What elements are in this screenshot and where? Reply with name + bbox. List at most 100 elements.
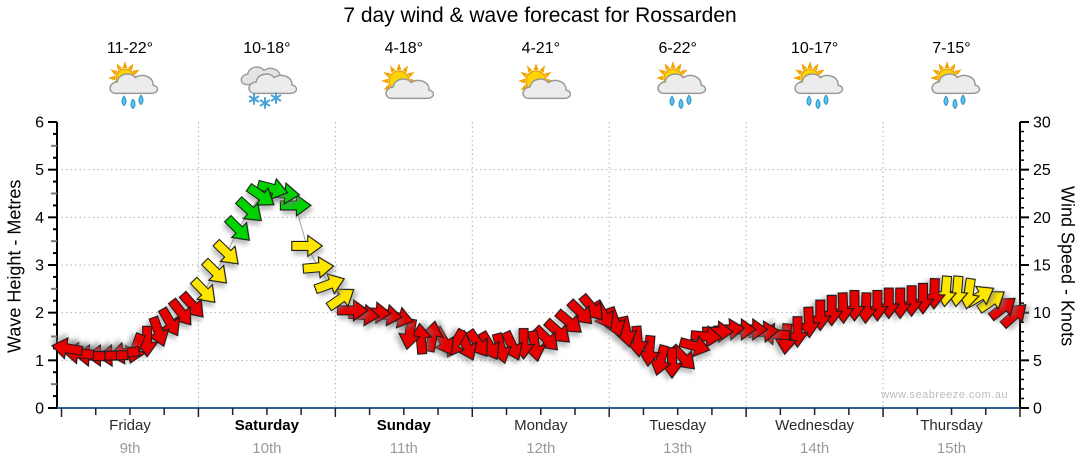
date-label-13th: 13th [663, 440, 693, 457]
sun-ray [953, 69, 962, 76]
sun-cloud-icon [517, 63, 571, 100]
sun-cloud-rain-icon [929, 61, 980, 110]
sun-ray [380, 78, 388, 84]
sun-ray [539, 65, 545, 73]
weather-icon-friday [70, 60, 190, 121]
raindrop-icon [960, 94, 965, 106]
sun-ray [389, 65, 396, 73]
wind-arrow [678, 334, 711, 358]
wind-arrow [212, 238, 239, 265]
wind-arrow [302, 255, 335, 279]
raindrop-icon [678, 98, 684, 110]
day-label-wednesday: Wednesday [775, 417, 855, 434]
cloud-icon [248, 73, 298, 95]
sun-ray [402, 65, 408, 73]
wind-arrow [178, 290, 204, 318]
sun-cloud-rain-icon [108, 61, 159, 110]
sun-ray [680, 69, 688, 76]
sun-ray [812, 63, 819, 71]
y-axis-right: 0 5 10 15 20 25 30 [1019, 115, 1051, 418]
date-label-12th: 12th [526, 440, 556, 457]
temp-range-saturday: 10-18° [243, 40, 291, 57]
raindrop-icon [138, 94, 144, 106]
sun-ray [108, 75, 115, 81]
wind-arrow [542, 317, 571, 343]
wind-arrow [135, 325, 159, 358]
wind-arrow [313, 273, 346, 295]
tick-label-right: 25 [1033, 162, 1051, 179]
raindrop-icon [823, 94, 829, 106]
sun-ray [675, 63, 682, 71]
raindrop-icon [669, 95, 675, 107]
wind-arrow [189, 276, 216, 304]
raindrop-icon [686, 94, 692, 106]
tick-label-right: 30 [1033, 115, 1051, 132]
tick-label-left: 5 [35, 162, 44, 179]
date-label-9th: 9th [119, 440, 141, 457]
wind-arrows [51, 177, 1027, 380]
tick-label-left: 4 [35, 210, 44, 227]
wind-arrow [578, 292, 603, 321]
sun-ray [929, 75, 937, 81]
sun-ray [407, 72, 415, 78]
temp-range-sunday: 4-18° [384, 40, 423, 57]
sun-ray [794, 69, 803, 76]
day-label-tuesday: Tuesday [649, 417, 707, 434]
tick-label-right: 5 [1033, 353, 1042, 370]
sun-ray [670, 61, 676, 68]
wind-arrow [245, 182, 275, 206]
sun-ray [944, 61, 949, 68]
sun-cloud-icon [380, 63, 434, 100]
sun-ray [132, 69, 140, 76]
wind-arrow [279, 193, 312, 217]
date-label-14th: 14th [799, 440, 830, 457]
weather-icon-wednesday [755, 60, 875, 121]
wind-arrow [637, 334, 661, 368]
date-label-15th: 15th [936, 440, 967, 457]
cloud-icon [109, 73, 159, 95]
sun-ray [526, 65, 533, 73]
sun-ray [931, 69, 940, 76]
weather-icon-tuesday [618, 60, 738, 121]
y-axis-left: 0 1 2 3 4 5 6 [35, 115, 58, 418]
sun-ray [801, 63, 807, 71]
sun-ray [807, 61, 812, 68]
weather-icon-monday [481, 60, 601, 121]
wind-arrow [554, 308, 582, 333]
page-title: 7 day wind & wave forecast for Rossarden [343, 4, 737, 27]
temp-range-friday: 11-22° [106, 40, 154, 57]
sun-ray [517, 78, 525, 84]
weather-icon-thursday [892, 60, 1012, 121]
day-label-monday: Monday [514, 417, 568, 434]
x-axis [57, 407, 1021, 417]
sun-ray [657, 69, 666, 76]
raindrop-icon [130, 98, 136, 110]
cloud-snow-icon [240, 66, 298, 109]
wind-arrow [797, 306, 821, 339]
wind-arrow [167, 297, 192, 326]
wind-arrow [200, 257, 228, 284]
wind-arrow [223, 214, 251, 241]
sun-cloud-rain-icon [655, 61, 706, 110]
wind-arrow [336, 298, 369, 322]
sun-ray [122, 61, 128, 68]
wind-arrow [854, 292, 878, 325]
day-label-saturday: Saturday [234, 417, 299, 434]
snowflake-icon [248, 93, 260, 105]
raindrop-icon [943, 95, 948, 107]
cloud-icon [522, 78, 571, 100]
tick-label-left: 1 [35, 353, 44, 370]
tick-label-left: 2 [35, 305, 44, 322]
temp-range-tuesday: 6-22° [658, 40, 697, 57]
right-axis-title: Wind Speed - Knots [1057, 185, 1078, 347]
wind-arrow [325, 288, 355, 312]
sun-ray [544, 72, 552, 78]
raindrop-icon [815, 98, 821, 110]
sun-ray [949, 63, 955, 71]
weather-icon-saturday [207, 60, 327, 121]
tick-label-right: 10 [1033, 305, 1051, 322]
raindrop-icon [121, 95, 127, 107]
sun-ray [792, 75, 800, 81]
snowflake-icon [270, 92, 282, 104]
